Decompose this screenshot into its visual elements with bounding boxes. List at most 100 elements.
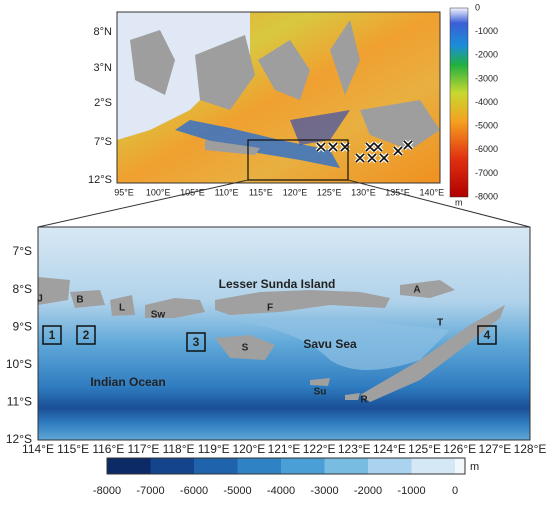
java	[38, 277, 70, 305]
x-tick-label: 115°E	[249, 187, 273, 197]
x-tick-label: 121°E	[268, 442, 301, 456]
bali	[70, 290, 105, 308]
y-tick-label: 7°S	[13, 244, 32, 258]
x-tick-label: 130°E	[351, 187, 376, 197]
island-label: Su	[314, 387, 327, 398]
zoom-line	[347, 179, 531, 228]
colorbar-swatch	[368, 458, 412, 474]
colorbar-label: 0	[475, 2, 480, 12]
colorbar-swatch	[455, 458, 465, 474]
site-box	[477, 325, 497, 345]
site-label: 1	[49, 328, 56, 342]
sumba	[215, 335, 275, 360]
colorbar-unit: m	[470, 461, 479, 473]
colorbar-label: 0	[452, 485, 458, 497]
sumbawa	[145, 298, 205, 318]
top-frame	[116, 11, 441, 184]
island-label: T	[437, 318, 443, 329]
y-tick-label: 3°N	[94, 62, 113, 74]
colorbar-swatch	[237, 458, 281, 474]
land	[130, 20, 440, 155]
inset-box	[247, 139, 349, 181]
island-label: Sw	[151, 310, 166, 321]
region-label: Lesser Sunda Island	[219, 277, 336, 291]
x-tick-label: 119°E	[198, 442, 230, 456]
lombok	[110, 295, 135, 316]
x-tick-label: 120°E	[232, 442, 265, 456]
island-label: A	[413, 285, 420, 296]
site-box	[76, 325, 96, 345]
rote	[345, 393, 360, 400]
x-tick-label: 116°E	[92, 442, 124, 456]
x-tick-label: 95°E	[114, 187, 134, 197]
site-box	[42, 325, 62, 345]
colorbar-swatch	[281, 458, 325, 474]
island-label: S	[242, 343, 249, 354]
island-label: B	[76, 295, 83, 306]
site-label: 3	[193, 335, 200, 349]
y-tick-label: 8°N	[94, 26, 113, 38]
colorbar-swatch	[107, 458, 151, 474]
bottom-colorbar: -8000 -7000 -6000 -5000 -4000 -3000 -2000 -1000…	[93, 457, 479, 497]
colorbar-swatch	[194, 458, 238, 474]
region-label: Savu Sea	[303, 337, 357, 351]
top-colorbar	[449, 7, 469, 198]
x-tick-label: 126°E	[443, 442, 476, 456]
colorbar-label: -7000	[136, 485, 164, 497]
colorbar-label: -8000	[93, 485, 121, 497]
island-label: R	[360, 395, 368, 406]
x-tick-label: 114°E	[22, 442, 54, 456]
x-tick-label: 100°E	[146, 187, 171, 197]
x-tick-label: 122°E	[303, 442, 336, 456]
y-tick-label: 7°S	[94, 136, 112, 148]
colorbar-swatch	[150, 458, 194, 474]
island-label: L	[119, 303, 125, 314]
trench-zone	[175, 120, 340, 168]
x-tick-label: 117°E	[127, 442, 159, 456]
zoom-line	[37, 179, 249, 228]
x-tick-label: 105°E	[180, 187, 205, 197]
colorbar-label: -8000	[475, 191, 498, 201]
colorbar-label: -4000	[475, 97, 498, 107]
x-tick-label: 140°E	[419, 187, 444, 197]
timor	[360, 305, 505, 402]
x-tick-label: 120°E	[283, 187, 308, 197]
colorbar-label: -4000	[267, 485, 295, 497]
x-tick-label: 123°E	[338, 442, 371, 456]
colorbar-label: -7000	[475, 168, 498, 178]
basin	[290, 110, 350, 145]
colorbar-label: -5000	[223, 485, 251, 497]
savu-basin	[230, 320, 450, 370]
y-tick-label: 9°S	[13, 319, 32, 333]
savu	[310, 378, 330, 386]
colorbar-label: -6000	[475, 144, 498, 154]
colorbar-swatch	[324, 458, 368, 474]
y-tick-label: 12°S	[6, 432, 32, 446]
y-tick-label: 8°S	[13, 282, 32, 296]
x-tick-label: 115°E	[57, 442, 89, 456]
y-tick-label: 10°S	[6, 357, 32, 371]
y-tick-label: 2°S	[94, 97, 112, 109]
bottom-frame	[37, 226, 531, 441]
x-tick-label: 125°E	[317, 187, 342, 197]
site-box	[186, 332, 206, 352]
bottom-map: -8000 -7000 -6000 -5000 -4000 -3000 -2000 -1000…	[37, 226, 531, 497]
island-label: F	[267, 303, 273, 314]
y-tick-label: 12°S	[88, 174, 112, 186]
flores	[215, 290, 390, 315]
colorbar-label: -6000	[180, 485, 208, 497]
site-label: 2	[83, 328, 90, 342]
colorbar-label: -3000	[310, 485, 338, 497]
x-tick-label: 128°E	[514, 442, 547, 456]
x-tick-label: 110°E	[215, 187, 239, 197]
x-tick-label: 125°E	[408, 442, 441, 456]
colorbar-label: -2000	[475, 50, 498, 60]
colorbar-label: -2000	[354, 485, 382, 497]
colorbar-unit: m	[455, 197, 463, 207]
island-label: J	[37, 294, 43, 305]
colorbar-frame	[106, 457, 466, 475]
x-tick-label: 135°E	[385, 187, 410, 197]
x-tick-label: 118°E	[163, 442, 195, 456]
alor	[400, 280, 455, 298]
